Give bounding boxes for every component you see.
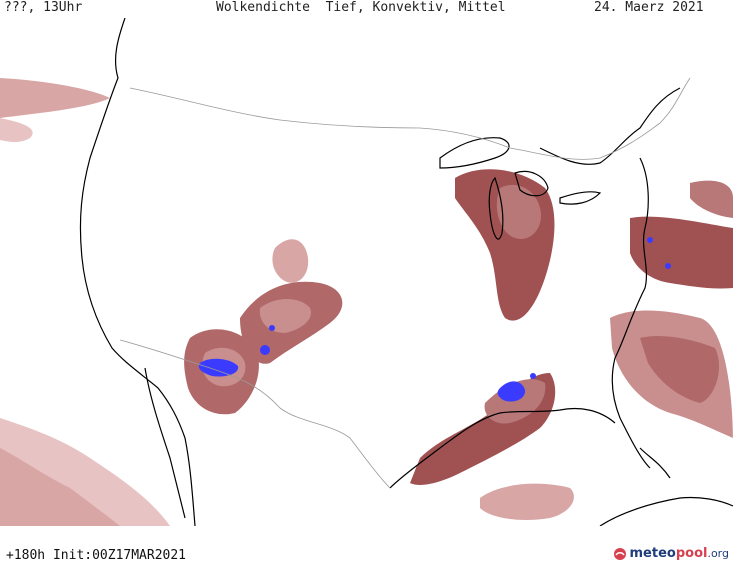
map-background [0, 18, 733, 526]
brand-logo[interactable]: meteo pool .org [613, 546, 729, 561]
forecast-date: 24. Maerz 2021 [594, 0, 704, 15]
brand-text-pool: pool [675, 546, 708, 561]
great-lakes [439, 137, 602, 240]
brand-text-meteo: meteo [629, 546, 676, 561]
coastlines [79, 18, 733, 526]
cloud-layer-great-lakes [455, 169, 555, 321]
brand-text-org: .org [707, 547, 729, 560]
map-header: ???, 13Uhr Wolkendichte Tief, Konvektiv,… [0, 0, 733, 18]
cloud-layer-east-coast [610, 180, 733, 438]
cloud-layer-pacific [0, 78, 170, 526]
forecast-time-label: ???, 13Uhr [4, 0, 83, 15]
cloud-density-map [0, 18, 733, 526]
cloud-layer-plains [240, 239, 343, 364]
country-borders [119, 77, 691, 489]
convective-cores [198, 237, 671, 402]
run-info-label: +180h Init:00Z17MAR2021 [6, 548, 187, 563]
cloud-layer-gulf [410, 373, 574, 520]
map-title: Wolkendichte Tief, Konvektiv, Mittel [216, 0, 506, 15]
meteopool-logo-icon [613, 547, 626, 560]
map-footer: +180h Init:00Z17MAR2021 meteo pool .org [0, 540, 733, 566]
